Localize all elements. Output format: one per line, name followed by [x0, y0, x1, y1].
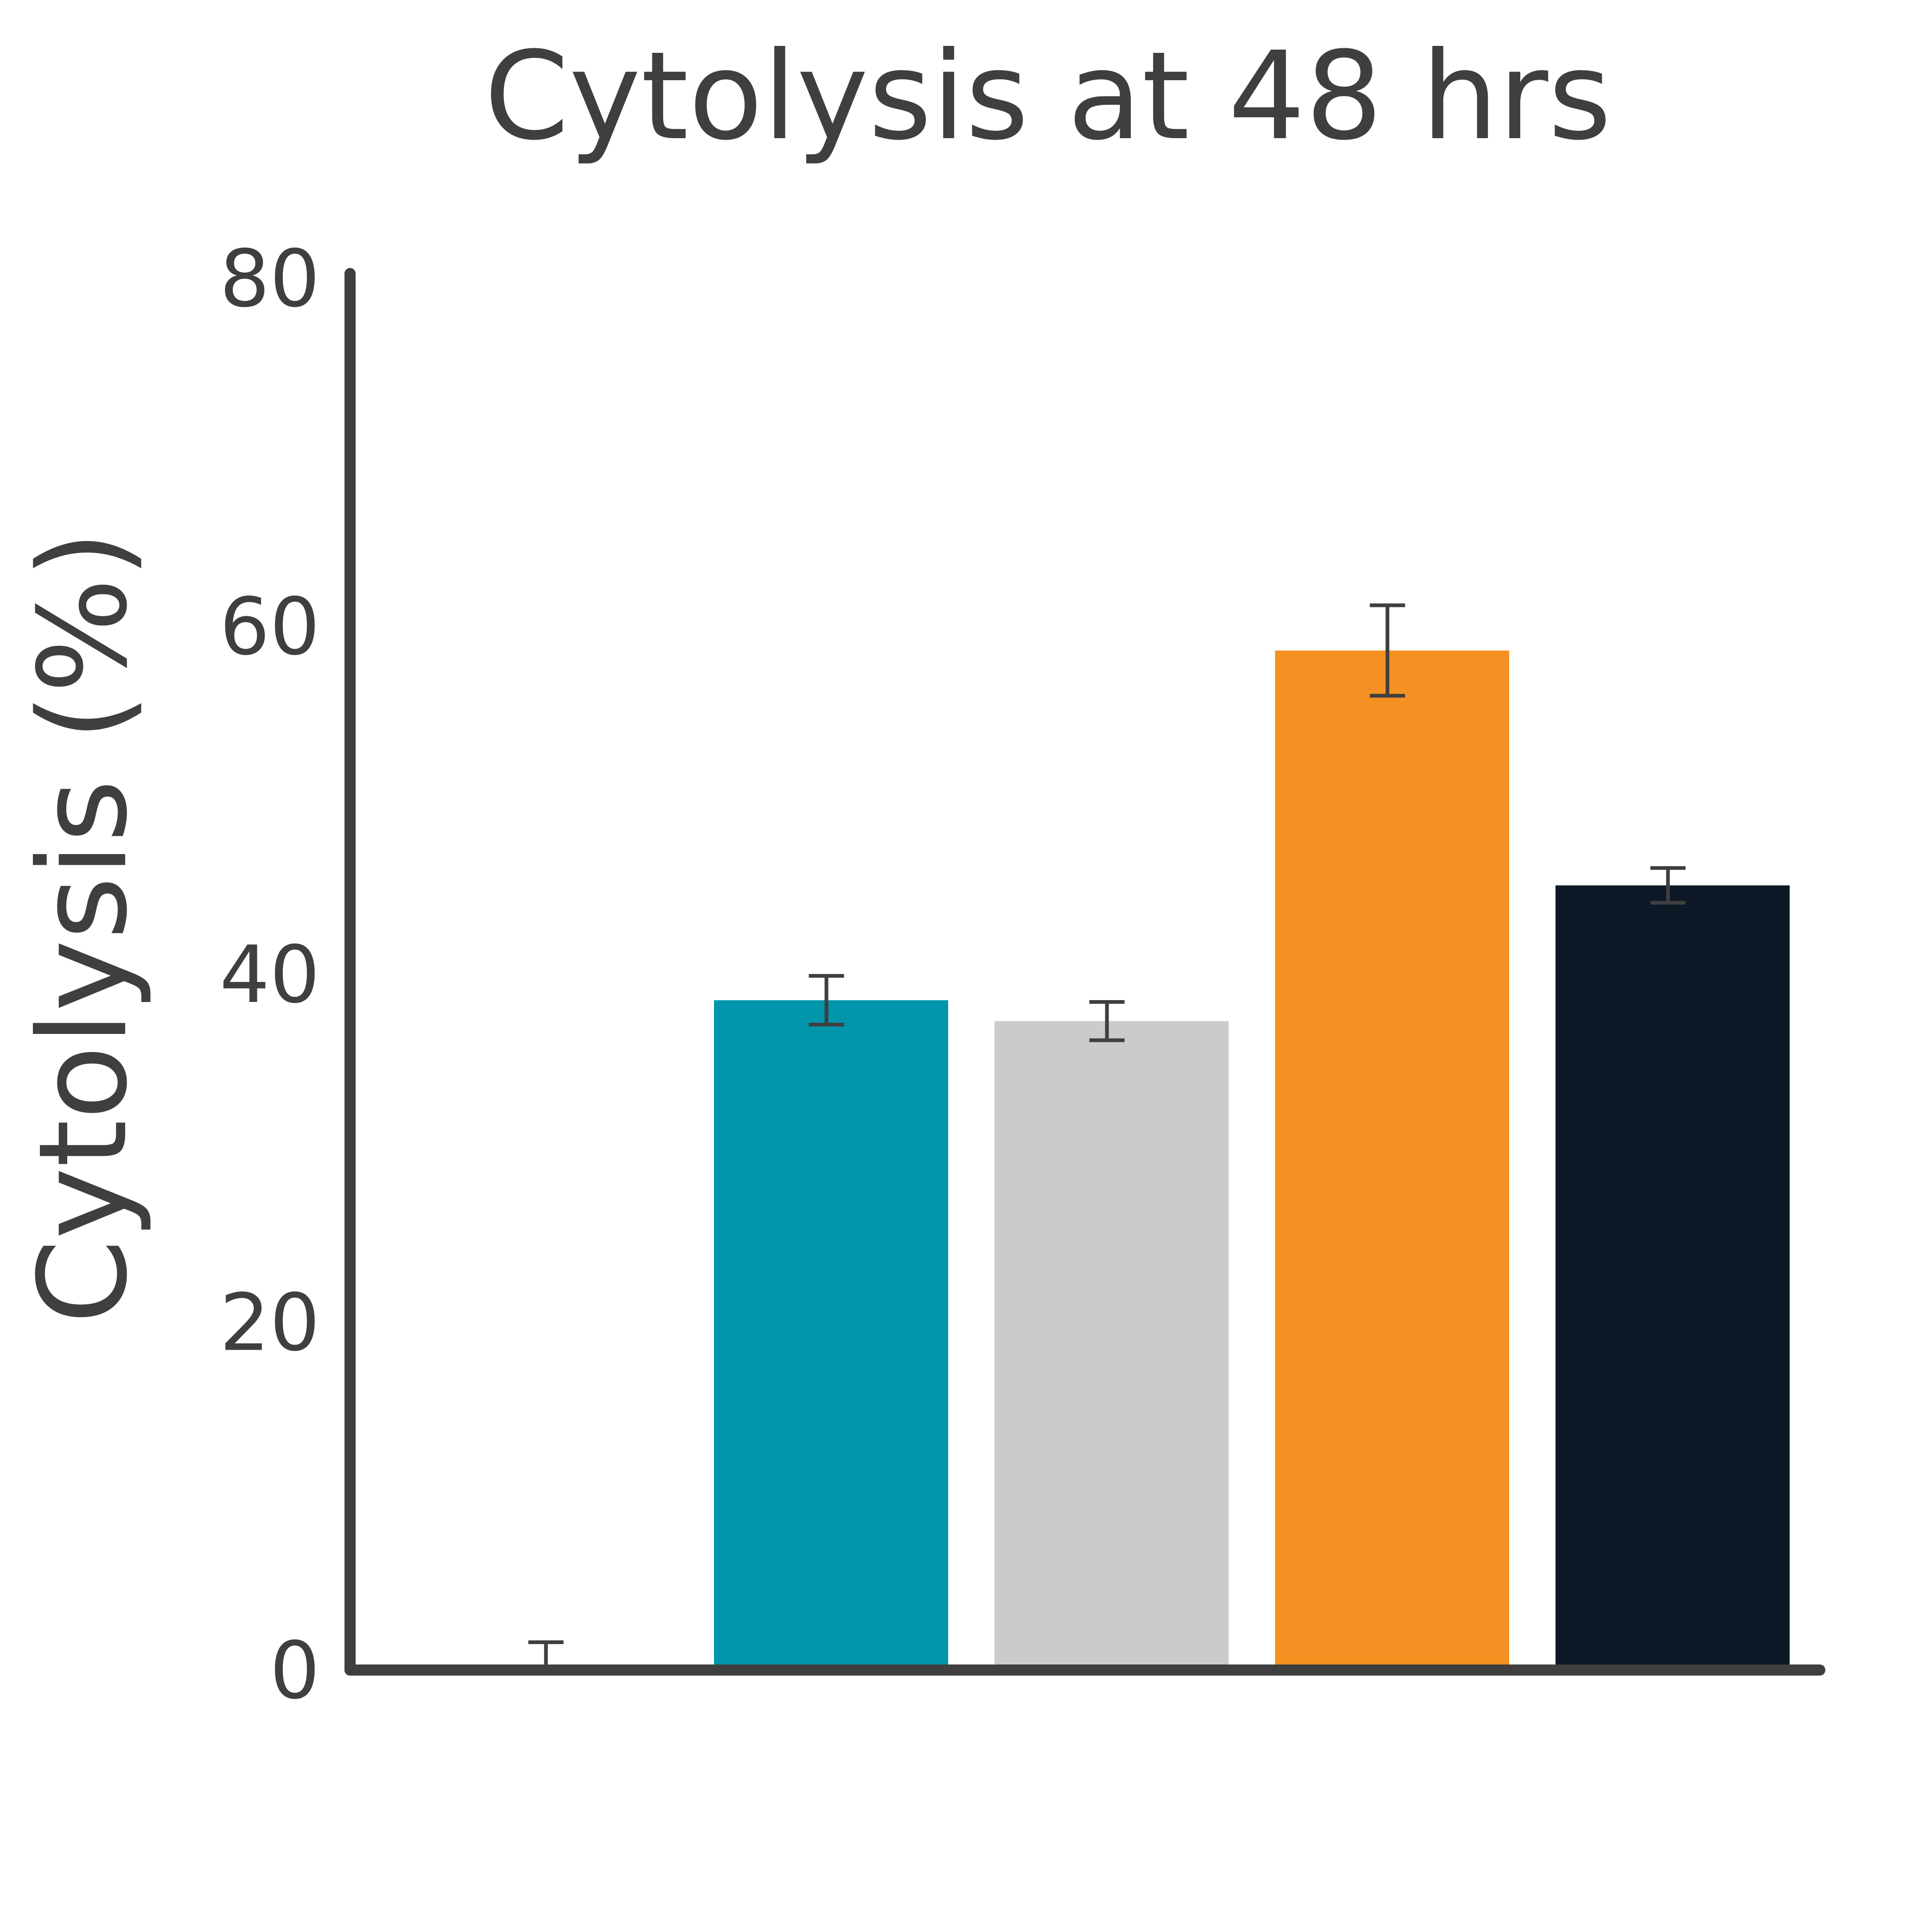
chart-title: Cytolysis at 48 hrs	[484, 26, 1611, 167]
y-tick-label: 60	[220, 581, 320, 673]
y-axis-label: Cytolysis (%)	[13, 530, 154, 1324]
error-bars	[528, 603, 1686, 1670]
y-tick-label: 40	[220, 929, 320, 1021]
y-axis-ticks: 0 20 40 60 80	[220, 233, 320, 1717]
y-tick-label: 0	[270, 1625, 320, 1717]
bars	[714, 650, 1790, 1670]
y-tick-label: 20	[220, 1277, 320, 1369]
error-bar-4	[1370, 603, 1405, 698]
bar-4	[1275, 650, 1509, 1670]
error-bar-3	[1089, 1000, 1125, 1042]
error-bar-5	[1650, 866, 1686, 905]
bar-5	[1556, 885, 1790, 1670]
error-bar-2	[809, 974, 844, 1027]
bar-2	[714, 1000, 948, 1670]
y-tick-label: 80	[220, 233, 320, 325]
bar-3	[995, 1021, 1229, 1670]
